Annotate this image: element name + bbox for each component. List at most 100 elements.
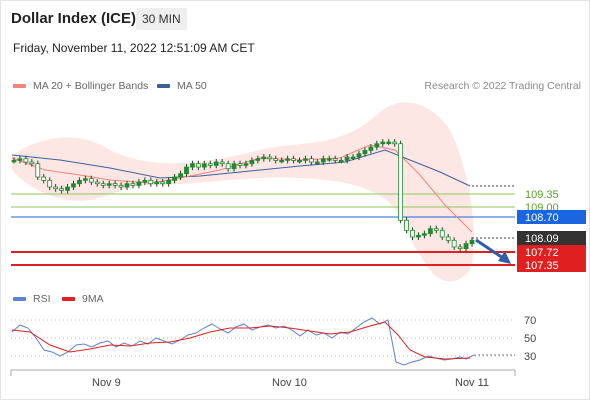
candle-body [344, 156, 350, 161]
legend-ma20-label: MA 20 + Bollinger Bands [33, 80, 149, 92]
candle-body [213, 161, 219, 166]
candle-body [100, 183, 106, 186]
candle-body [350, 156, 356, 159]
tag-10772-text: 107.72 [525, 247, 559, 259]
candle-body [65, 186, 70, 191]
candle-body [112, 183, 118, 186]
candle-body [309, 158, 314, 163]
candle-body [53, 186, 59, 190]
legend-rsi-ma-label: 9MA [82, 293, 104, 305]
candle-body [124, 183, 130, 188]
candle-body [94, 181, 100, 185]
candle-body [303, 158, 308, 161]
candle-body [398, 143, 404, 221]
x-label-nov10: Nov 10 [272, 377, 307, 389]
candle-body [416, 234, 421, 238]
timeframe-badge[interactable]: 30 MIN [136, 8, 187, 30]
tag-10809-text: 108.09 [525, 233, 559, 245]
legend-ma50: MA 50 [157, 80, 207, 92]
rsi-tick-70: 70 [524, 315, 536, 327]
tag-10870-text: 108.70 [525, 212, 559, 224]
candle-body [136, 181, 142, 186]
candle-body [374, 143, 380, 148]
candle-body [249, 159, 255, 165]
datetime-label: Friday, November 11, 2022 12:51:09 AM CE… [13, 41, 255, 55]
candle-body [190, 163, 195, 168]
candle-body [47, 179, 53, 188]
candle-body [297, 159, 302, 163]
candle-body [279, 159, 285, 163]
candle-body [178, 173, 183, 178]
candle-body [392, 141, 398, 145]
tag-10870: 108.70 [517, 210, 586, 224]
x-label-nov11: Nov 11 [455, 377, 489, 389]
candle-body [457, 246, 463, 250]
candle-body [285, 158, 291, 161]
candle-body [160, 181, 166, 185]
candle-body [71, 183, 76, 188]
legend-ma50-label: MA 50 [177, 80, 207, 92]
candle-body [11, 159, 17, 163]
research-credit: Research © 2022 Trading Central [424, 80, 581, 92]
candle-body [154, 181, 160, 185]
candle-body [439, 229, 445, 238]
candle-body [201, 163, 207, 168]
candle-body [59, 188, 64, 191]
candle-body [237, 163, 243, 166]
ma20-line [11, 144, 473, 233]
legend-rsi: RSI [13, 293, 51, 305]
candle-body [380, 141, 386, 145]
tag-10735-text: 107.35 [525, 260, 559, 272]
candle-body [427, 228, 433, 235]
candle-body [118, 184, 124, 188]
rsi-ma-line [11, 321, 471, 360]
ma20-swatch [13, 84, 26, 88]
candle-body [433, 228, 439, 231]
candle-body [410, 229, 415, 238]
bollinger-band [12, 102, 474, 282]
legend-rsi-label: RSI [33, 293, 51, 305]
candle-body [463, 243, 469, 250]
candle-body [386, 141, 392, 144]
tag-10735: 107.35 [517, 258, 586, 272]
candle-body [106, 183, 112, 186]
candle-body [243, 163, 249, 166]
candle-body [255, 158, 261, 161]
tag-10935-text: 109.35 [525, 189, 559, 201]
candle-body [314, 161, 320, 164]
candle-body [142, 179, 148, 183]
candle-body [320, 158, 326, 163]
legend-rsi-ma: 9MA [62, 293, 104, 305]
candle-body [273, 158, 279, 161]
ma50-line [11, 149, 471, 187]
candle-body [231, 163, 237, 170]
instrument-title: Dollar Index (ICE) [11, 10, 137, 27]
rsi-line [11, 317, 475, 366]
candle-body [23, 158, 29, 163]
candle-body [82, 178, 88, 181]
candle-body [338, 159, 344, 163]
candles-group [11, 139, 475, 252]
candle-body [362, 149, 368, 155]
candle-body [469, 239, 475, 245]
candle-body [404, 219, 409, 231]
candle-body [29, 161, 35, 165]
candle-body [166, 179, 172, 185]
forecast-arrow [475, 238, 511, 264]
candle-body [267, 156, 273, 160]
candle-body [291, 158, 296, 161]
ma50-swatch [157, 84, 170, 88]
candle-body [225, 163, 231, 170]
candle-body [35, 163, 41, 178]
candle-body [219, 161, 225, 165]
x-label-nov9: Nov 9 [92, 377, 121, 389]
candle-body [356, 153, 362, 158]
candle-body [41, 176, 47, 181]
candle-body [195, 163, 201, 168]
candle-body [77, 179, 82, 185]
tag-10809: 108.09 [517, 231, 586, 245]
tag-10772: 107.72 [517, 245, 586, 259]
candle-body [368, 146, 374, 151]
candle-body [172, 176, 177, 181]
rsi-ma-swatch [62, 297, 75, 301]
